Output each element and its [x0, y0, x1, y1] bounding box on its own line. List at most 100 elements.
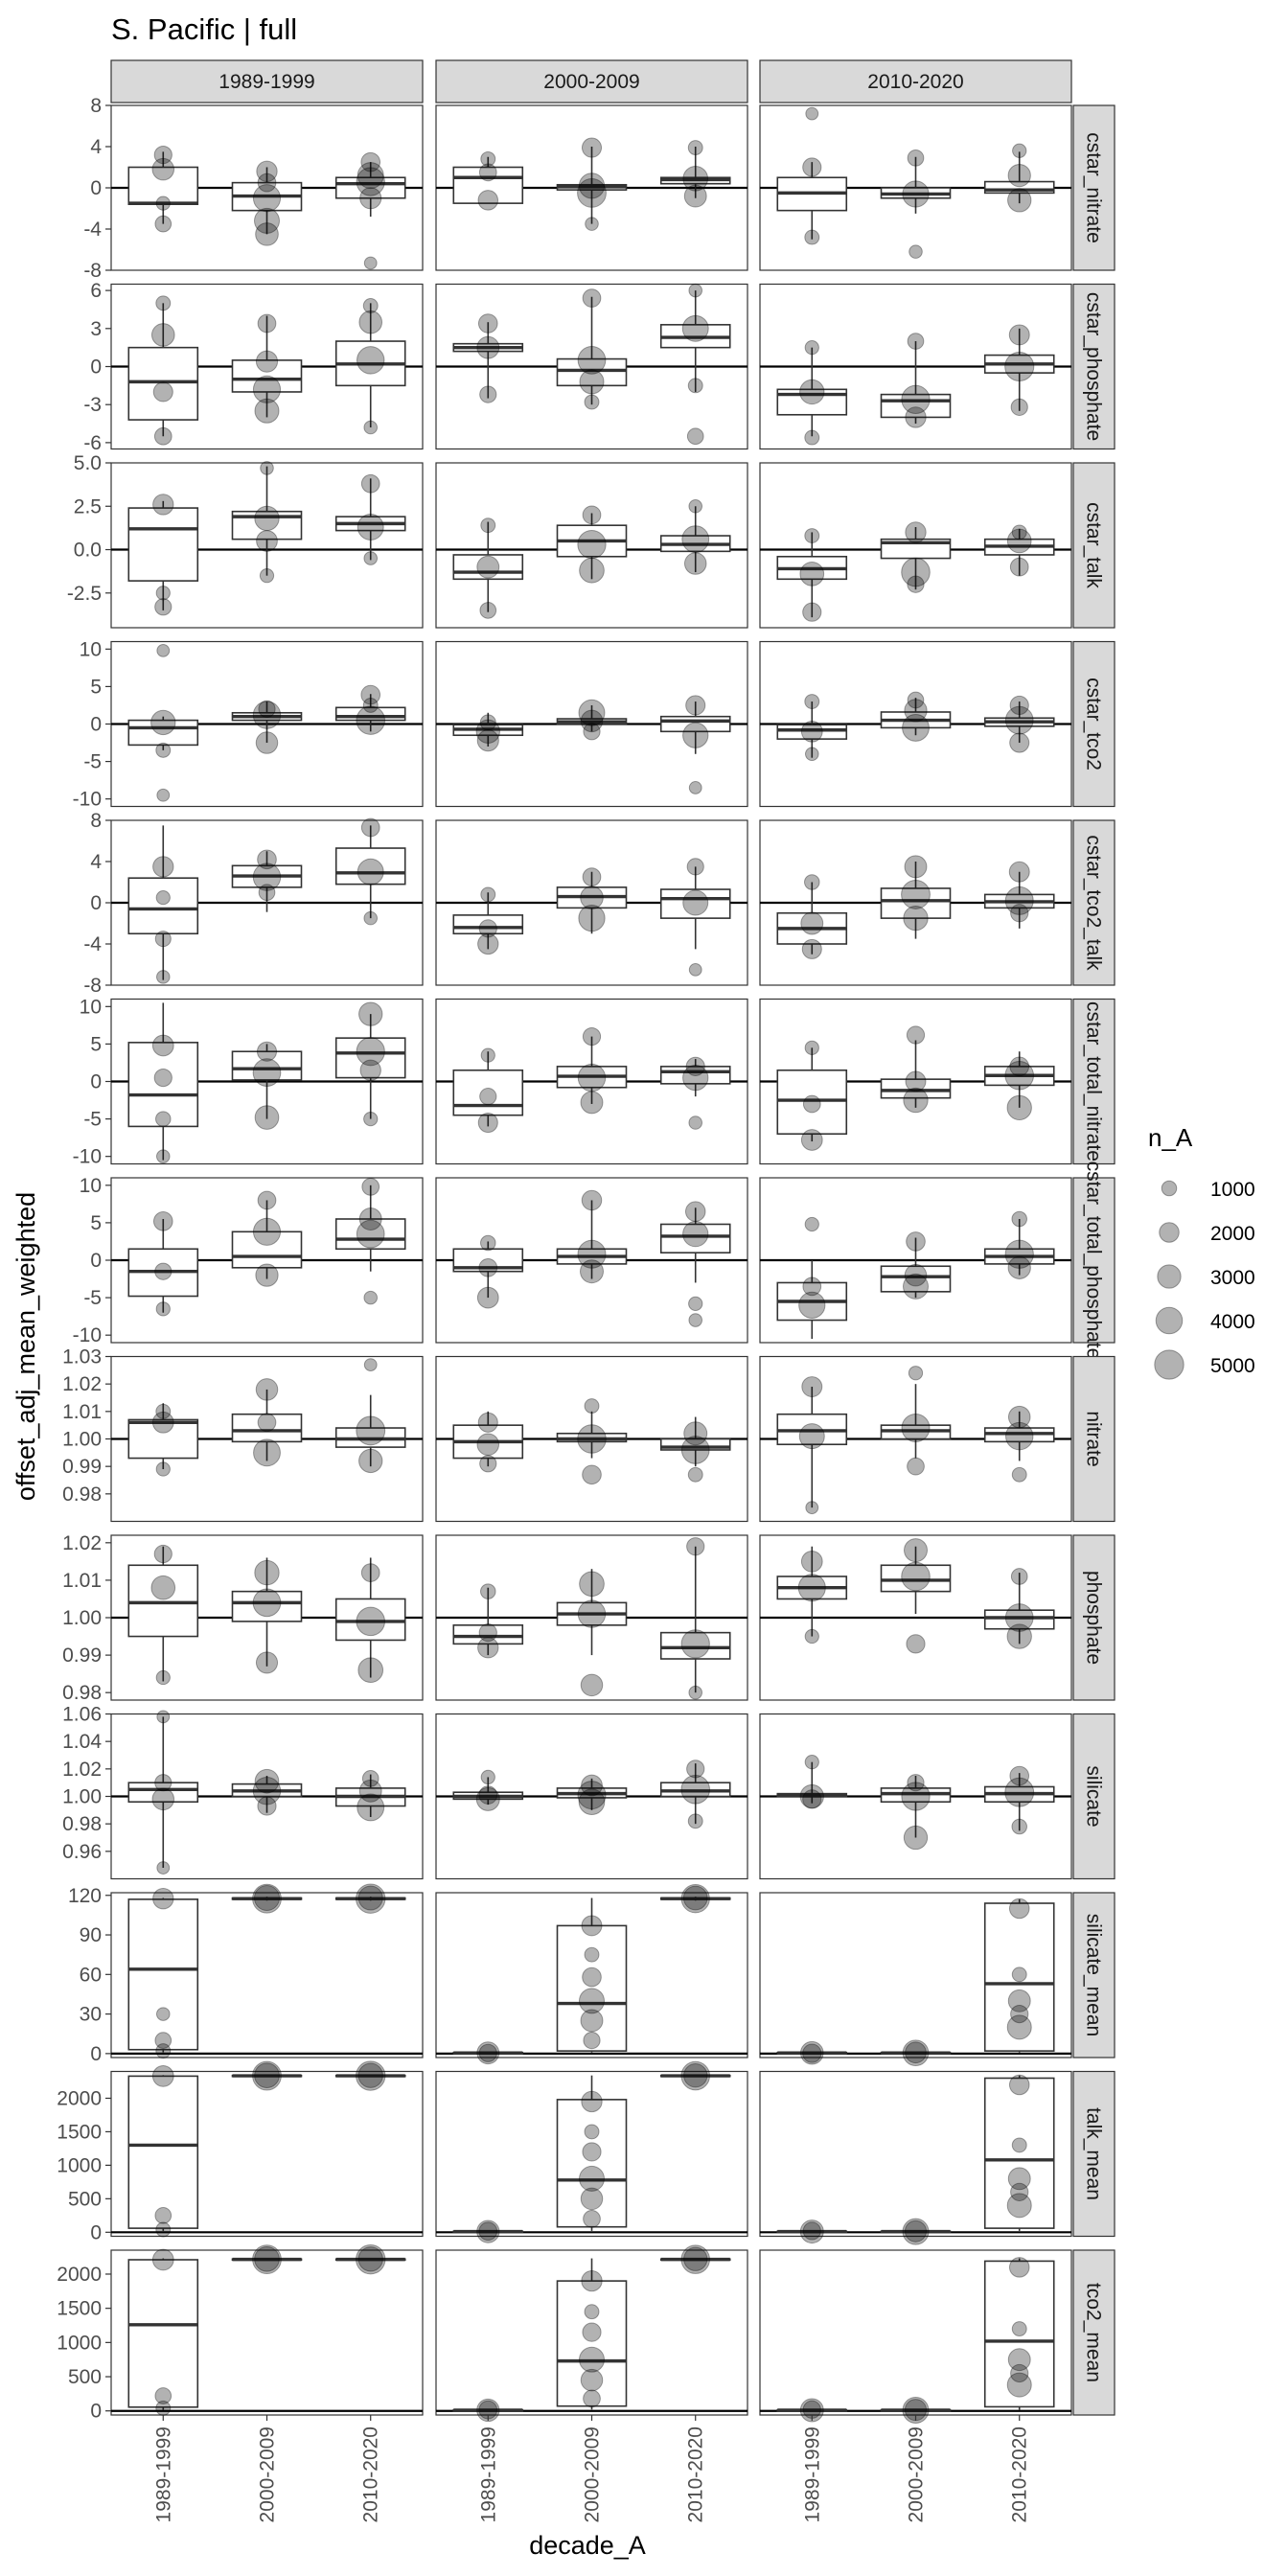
y-tick-label: 120	[68, 1885, 102, 1907]
data-point	[1006, 2193, 1032, 2219]
data-point	[582, 2322, 602, 2342]
data-point	[908, 1366, 924, 1381]
data-point	[358, 1208, 382, 1230]
data-point	[480, 518, 496, 534]
data-point	[582, 1966, 602, 1988]
data-point	[475, 1786, 500, 1811]
row-strip-label: cstar_tco2_talk	[1083, 835, 1105, 971]
data-point	[252, 1588, 282, 1618]
y-tick-label: -5	[83, 1109, 102, 1131]
data-point	[582, 2142, 602, 2162]
data-point	[478, 163, 497, 182]
row-strip-cstar_total_phosphate	[1072, 1177, 1116, 1344]
data-point	[907, 575, 925, 593]
data-point	[156, 788, 171, 802]
data-point	[687, 1466, 703, 1483]
data-point	[804, 528, 820, 543]
data-point	[361, 1178, 380, 1196]
data-point	[907, 1457, 925, 1476]
box-2010-2020	[983, 2260, 1055, 2408]
data-point	[256, 160, 278, 182]
data-point	[154, 2032, 172, 2049]
y-tick-label: -8	[83, 260, 102, 282]
y-tick-label: 5.0	[74, 452, 102, 474]
data-point	[903, 1825, 929, 1851]
box-2010-2020	[334, 1218, 406, 1251]
data-point	[1006, 1623, 1032, 1649]
row-strip-label: cstar_total_nitrate	[1083, 1001, 1105, 1162]
box-2000-2009	[231, 1230, 303, 1269]
box-1989-1999	[776, 1069, 848, 1136]
data-point	[805, 106, 819, 121]
data-point	[155, 889, 171, 906]
box-2000-2009	[231, 1590, 303, 1622]
data-point	[478, 1785, 498, 1805]
data-point	[1009, 1056, 1030, 1077]
row-strip-silicate_mean	[1072, 1892, 1116, 2058]
legend-key-circle	[1154, 1349, 1184, 1380]
y-tick-label: -3	[83, 394, 102, 416]
data-point	[257, 172, 277, 193]
box-2010-2020	[659, 1223, 731, 1254]
data-point	[687, 1813, 703, 1829]
data-point	[800, 1129, 823, 1151]
y-tick-label: 60	[80, 1964, 102, 1986]
data-point	[360, 817, 380, 838]
data-point	[356, 2060, 386, 2091]
data-point	[683, 2246, 708, 2271]
y-tick-label: 0.98	[62, 1484, 102, 1506]
data-point	[151, 1034, 174, 1057]
data-point	[1006, 2014, 1032, 2040]
data-point	[901, 879, 931, 909]
data-point	[155, 1301, 171, 1317]
row-strip-label: silicate_mean	[1083, 1914, 1105, 2036]
y-tick-label: 30	[80, 2004, 102, 2026]
data-point	[688, 781, 702, 794]
data-point	[582, 867, 602, 886]
x-tick-label: 2000-2009	[582, 2426, 604, 2522]
data-point	[479, 602, 497, 619]
y-tick-label: 2000	[57, 2087, 102, 2109]
y-tick-label: 500	[68, 2366, 102, 2388]
legend-key-bg	[1148, 1167, 1190, 1209]
legend-label: 5000	[1210, 1355, 1255, 1377]
y-tick-label: 1500	[57, 2298, 102, 2320]
data-point	[904, 1263, 928, 1287]
data-point	[577, 1599, 607, 1628]
y-tick-label: 0	[90, 2043, 102, 2065]
data-point	[252, 2244, 282, 2275]
data-point	[360, 1563, 380, 1582]
data-point	[686, 427, 704, 446]
data-point	[154, 2206, 172, 2224]
data-point	[901, 1561, 931, 1592]
box-1989-1999	[127, 1042, 199, 1128]
data-point	[800, 911, 824, 935]
y-tick-label: 3	[90, 318, 102, 340]
data-point	[255, 222, 279, 246]
data-point	[257, 313, 277, 334]
data-point	[356, 1415, 386, 1446]
data-point	[476, 1286, 499, 1309]
data-point	[258, 884, 276, 902]
data-point	[153, 145, 172, 165]
data-point	[577, 1239, 607, 1269]
data-point	[582, 1026, 602, 1046]
data-point	[476, 2220, 500, 2243]
x-tick-label: 2000-2009	[257, 2426, 279, 2522]
data-point	[360, 684, 381, 705]
data-point	[360, 151, 381, 172]
data-point	[151, 1787, 175, 1811]
data-point	[155, 2043, 172, 2059]
data-point	[362, 298, 379, 313]
data-point	[1004, 886, 1034, 915]
data-point	[1011, 2321, 1027, 2337]
y-tick-label: 1.01	[62, 1570, 102, 1592]
data-point	[1009, 1765, 1030, 1786]
data-point	[1008, 2257, 1030, 2278]
data-point	[150, 709, 176, 736]
data-point	[1007, 188, 1032, 213]
data-point	[904, 1538, 928, 1563]
data-point	[579, 557, 605, 584]
y-tick-label: 4	[90, 851, 102, 873]
y-tick-label: 8	[90, 810, 102, 832]
